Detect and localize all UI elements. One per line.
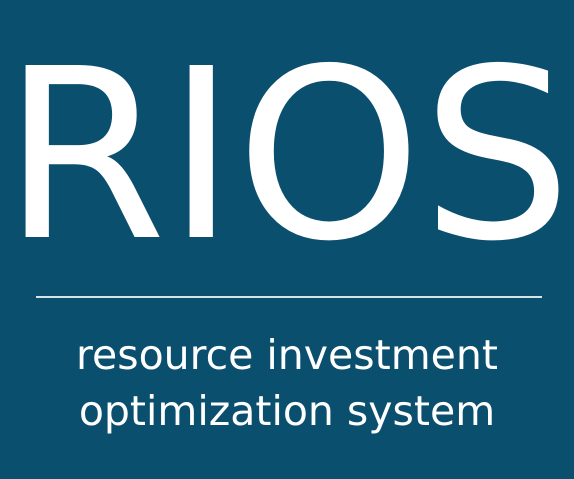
logo-title: RIOS [2,18,572,293]
divider-line [36,296,542,298]
tagline-line-2: optimization system [78,387,496,435]
tagline-line-1: resource investment [76,331,498,379]
